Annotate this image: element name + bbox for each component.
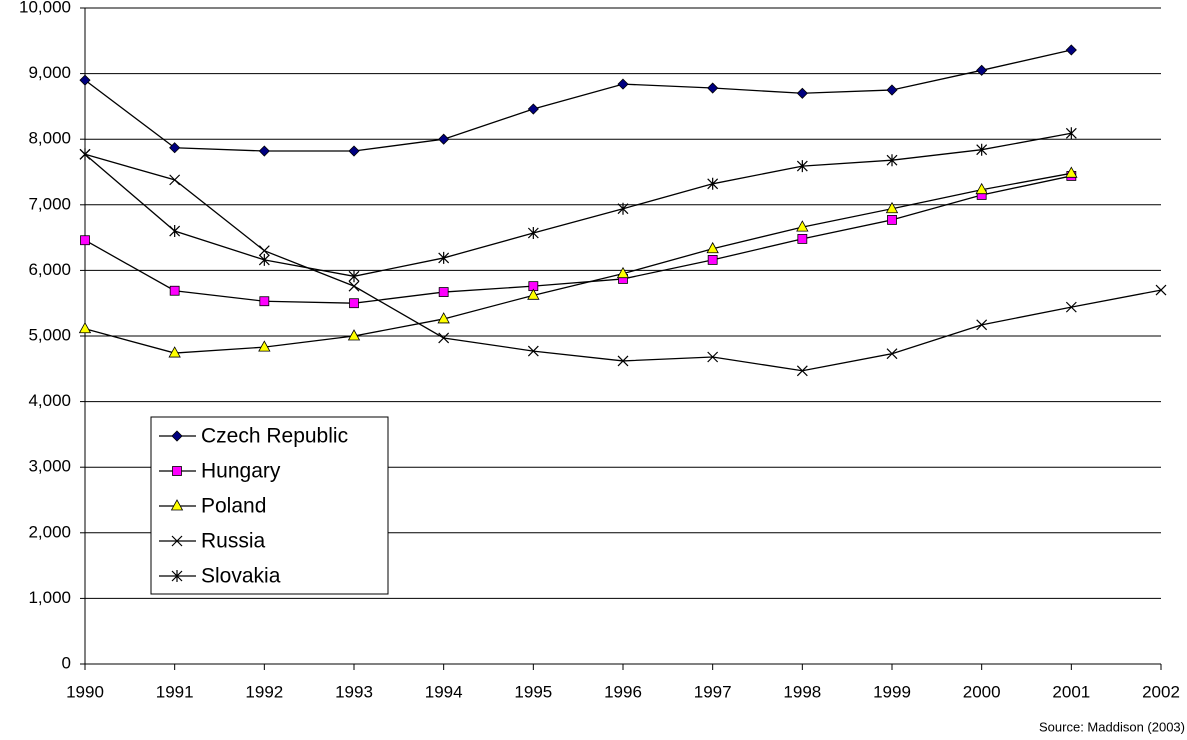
y-tick-label: 7,000 <box>28 194 71 213</box>
y-tick-label: 4,000 <box>28 391 71 410</box>
series-line <box>84 175 1072 304</box>
marker <box>617 78 629 90</box>
marker <box>975 182 988 195</box>
marker <box>438 287 449 297</box>
marker <box>527 288 540 300</box>
x-tick-label: 1997 <box>694 682 732 701</box>
x-tick-label: 2002 <box>1142 682 1180 701</box>
x-tick-label: 2001 <box>1052 682 1090 701</box>
y-tick-label: 10,000 <box>19 0 71 16</box>
marker <box>706 241 719 254</box>
y-tick-label: 2,000 <box>28 522 71 541</box>
legend-label: Slovakia <box>201 565 281 588</box>
x-tick-label: 1990 <box>66 682 104 701</box>
series-line <box>84 49 1072 152</box>
y-tick-label: 6,000 <box>28 260 71 279</box>
marker <box>976 319 988 331</box>
marker <box>1065 301 1077 313</box>
marker <box>885 201 899 214</box>
y-tick-label: 8,000 <box>28 129 71 148</box>
marker <box>1065 44 1077 56</box>
marker <box>169 225 181 238</box>
x-tick-label: 1992 <box>245 682 283 701</box>
marker <box>707 177 719 190</box>
marker <box>80 235 90 246</box>
marker <box>796 87 808 99</box>
marker <box>707 351 719 363</box>
marker <box>707 82 719 94</box>
x-tick-label: 2000 <box>963 682 1001 701</box>
marker <box>886 348 898 360</box>
y-tick-label: 9,000 <box>28 63 71 82</box>
marker <box>976 64 988 76</box>
marker <box>527 103 539 115</box>
marker <box>1065 127 1077 140</box>
x-tick-label: 1998 <box>783 682 821 701</box>
x-tick-label: 1995 <box>514 682 552 701</box>
legend-label: Hungary <box>201 460 281 483</box>
marker <box>617 355 629 367</box>
marker <box>79 74 91 86</box>
legend-marker <box>171 535 183 547</box>
legend-marker <box>170 499 184 511</box>
legend-marker <box>172 466 182 476</box>
legend-marker <box>171 430 183 442</box>
marker <box>707 255 718 265</box>
marker <box>617 202 629 215</box>
marker <box>348 270 360 283</box>
legend-label: Poland <box>201 495 266 518</box>
marker <box>887 214 897 225</box>
x-tick-label: 1991 <box>156 682 194 701</box>
marker <box>258 145 270 157</box>
legend-label: Russia <box>201 530 266 553</box>
source-note: Source: Maddison (2003) <box>1039 719 1185 734</box>
marker <box>796 365 808 377</box>
marker <box>438 133 450 145</box>
marker <box>796 220 809 232</box>
marker <box>438 251 450 264</box>
marker <box>169 174 181 186</box>
marker <box>437 312 450 324</box>
marker <box>258 245 270 257</box>
marker <box>258 340 271 352</box>
marker <box>886 154 898 167</box>
x-tick-label: 1994 <box>425 682 463 701</box>
x-tick-label: 1996 <box>604 682 642 701</box>
marker <box>169 142 181 154</box>
marker <box>1065 166 1078 178</box>
marker <box>168 346 181 358</box>
y-tick-label: 0 <box>62 653 71 672</box>
marker <box>886 84 898 96</box>
marker <box>527 345 539 357</box>
marker <box>438 332 450 344</box>
y-tick-label: 5,000 <box>28 325 71 344</box>
marker <box>527 227 539 240</box>
marker <box>348 280 360 292</box>
marker <box>796 160 808 173</box>
y-tick-label: 1,000 <box>28 588 71 607</box>
marker <box>976 143 988 156</box>
series-line <box>84 132 1072 277</box>
marker <box>78 321 92 334</box>
marker <box>1155 284 1167 296</box>
marker <box>258 253 270 266</box>
marker <box>616 266 630 279</box>
marker <box>349 298 359 309</box>
series-line <box>84 172 1072 354</box>
marker <box>347 329 361 341</box>
legend-marker <box>171 570 183 582</box>
x-tick-label: 1993 <box>335 682 373 701</box>
marker <box>348 145 360 157</box>
marker <box>797 234 808 244</box>
marker <box>169 285 180 296</box>
y-tick-label: 3,000 <box>28 457 71 476</box>
x-tick-label: 1999 <box>873 682 911 701</box>
marker <box>259 296 270 307</box>
marker <box>79 148 91 161</box>
legend-label: Czech Republic <box>201 425 348 448</box>
